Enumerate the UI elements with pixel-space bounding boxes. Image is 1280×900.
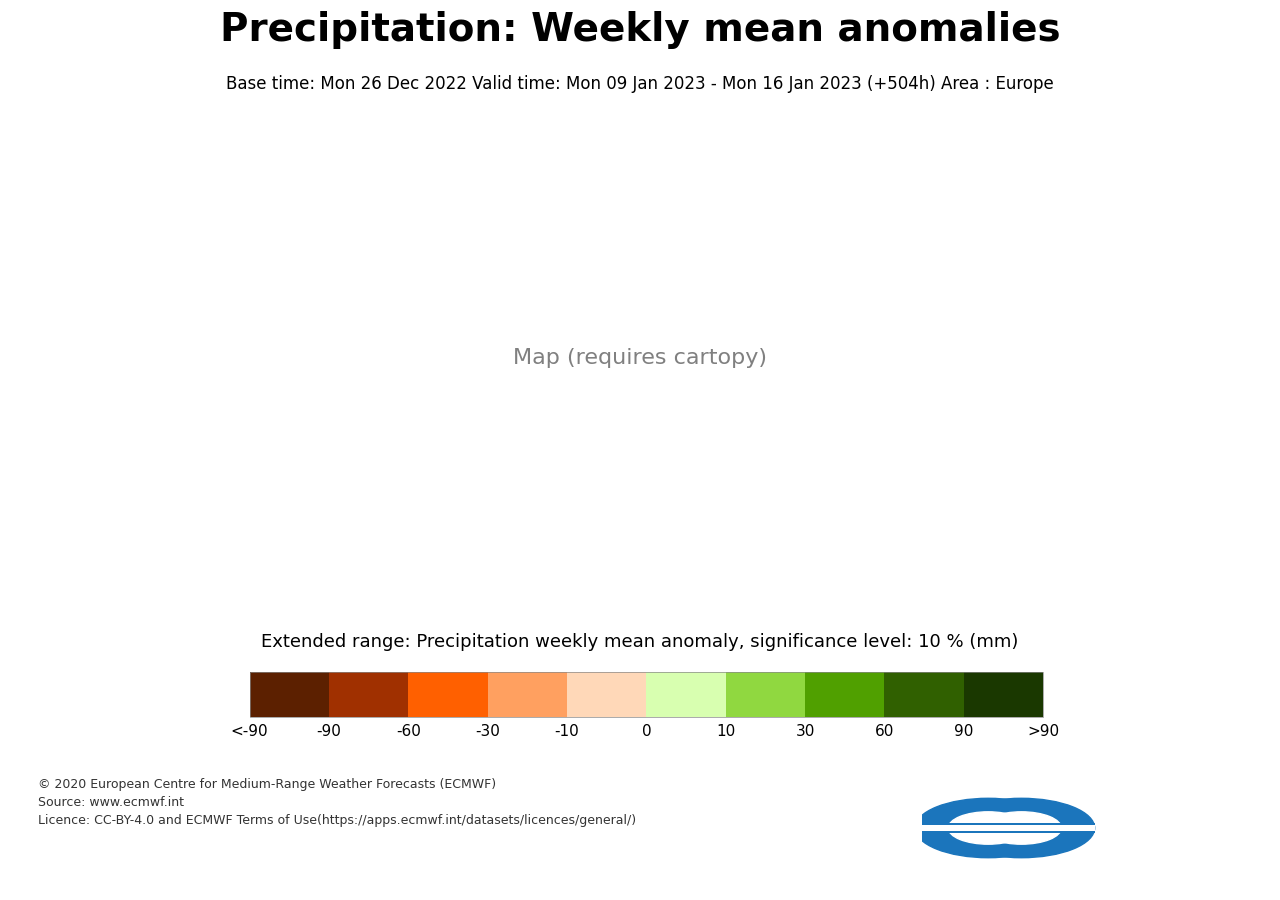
- Text: 30: 30: [795, 724, 815, 739]
- Bar: [250, 672, 1043, 717]
- Text: 90: 90: [954, 724, 974, 739]
- Bar: [250, 672, 329, 717]
- Circle shape: [982, 812, 1061, 844]
- Text: -60: -60: [396, 724, 421, 739]
- Text: 60: 60: [874, 724, 895, 739]
- Bar: [915, 823, 1094, 833]
- Text: Map (requires cartopy): Map (requires cartopy): [513, 347, 767, 368]
- Bar: [964, 672, 1043, 717]
- Circle shape: [948, 798, 1094, 858]
- Bar: [408, 672, 488, 717]
- Text: Precipitation: Weekly mean anomalies: Precipitation: Weekly mean anomalies: [220, 11, 1060, 49]
- Bar: [805, 672, 884, 717]
- Bar: [329, 672, 408, 717]
- Bar: [726, 672, 805, 717]
- Circle shape: [948, 812, 1028, 844]
- Circle shape: [915, 798, 1061, 858]
- Text: -10: -10: [554, 724, 580, 739]
- Bar: [567, 672, 646, 717]
- Text: >90: >90: [1027, 724, 1060, 739]
- Text: Extended range: Precipitation weekly mean anomaly, significance level: 10 % (mm): Extended range: Precipitation weekly mea…: [261, 634, 1019, 652]
- Text: 10: 10: [716, 724, 736, 739]
- Text: Base time: Mon 26 Dec 2022 Valid time: Mon 09 Jan 2023 - Mon 16 Jan 2023 (+504h): Base time: Mon 26 Dec 2022 Valid time: M…: [227, 76, 1053, 93]
- Bar: [915, 825, 1094, 831]
- Text: ECMWF: ECMWF: [1057, 812, 1198, 844]
- Text: -30: -30: [475, 724, 500, 739]
- Text: 0: 0: [641, 724, 652, 739]
- Text: © 2020 European Centre for Medium-Range Weather Forecasts (ECMWF)
Source: www.ec: © 2020 European Centre for Medium-Range …: [38, 778, 636, 826]
- Text: -90: -90: [316, 724, 342, 739]
- Bar: [884, 672, 964, 717]
- Text: <-90: <-90: [230, 724, 269, 739]
- Bar: [488, 672, 567, 717]
- Bar: [646, 672, 726, 717]
